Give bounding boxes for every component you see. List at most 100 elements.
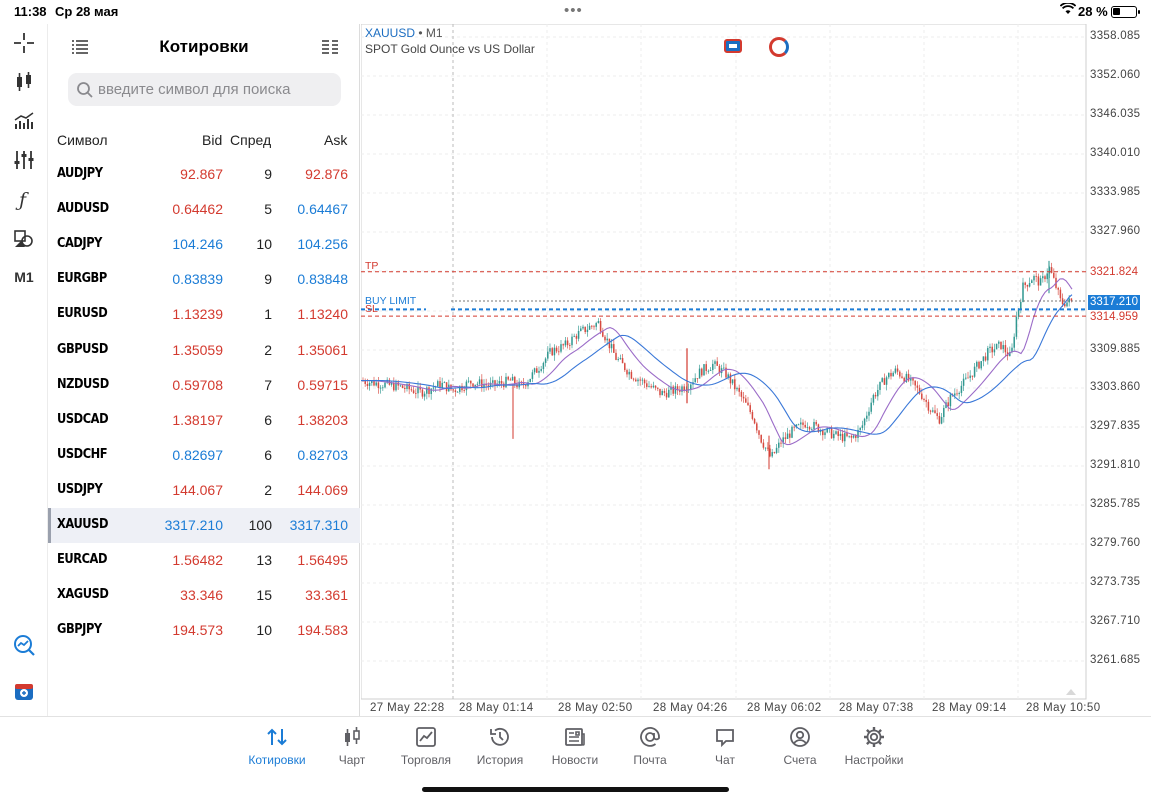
candle-body [934, 410, 936, 414]
quote-symbol: USDCHF [57, 446, 108, 462]
candle-body [987, 348, 989, 361]
candle-body [791, 426, 793, 438]
quote-row-audjpy[interactable]: AUDJPY 92.867 9 92.876 [48, 157, 360, 192]
candle-body [769, 448, 771, 457]
quote-row-usdcad[interactable]: USDCAD 1.38197 6 1.38203 [48, 403, 360, 438]
search-box[interactable] [68, 73, 341, 106]
candle-body [654, 385, 657, 388]
quote-row-usdchf[interactable]: USDCHF 0.82697 6 0.82703 [48, 438, 360, 473]
candle-body [432, 387, 435, 389]
candle-body [764, 447, 767, 449]
quote-row-audusd[interactable]: AUDUSD 0.64462 5 0.64467 [48, 192, 360, 227]
candle-body [604, 336, 606, 341]
time-tick-label: 28 May 09:14 [932, 702, 1007, 714]
quote-row-eurcad[interactable]: EURCAD 1.56482 13 1.56495 [48, 543, 360, 578]
one-click-trading-icon[interactable] [724, 39, 742, 53]
candle-body [1024, 282, 1026, 285]
search-icon [76, 81, 94, 99]
quote-symbol: CADJPY [57, 236, 103, 252]
candle-body [428, 387, 430, 395]
indicators-icon[interactable] [12, 109, 36, 133]
column-header-spread[interactable]: Спред [230, 132, 272, 148]
candle-body [712, 363, 714, 370]
search-input[interactable] [98, 77, 333, 102]
tab-chat[interactable]: Чат [685, 725, 765, 767]
quote-row-cadjpy[interactable]: CADJPY 104.246 10 104.256 [48, 227, 360, 262]
function-icon[interactable]: ƒ [12, 187, 36, 211]
tab-news[interactable]: Новости [535, 725, 615, 767]
quote-row-usdjpy[interactable]: USDJPY 144.067 2 144.069 [48, 473, 360, 508]
candle-body [476, 383, 479, 385]
quote-ask: 92.876 [305, 166, 348, 182]
tab-label: Чат [715, 753, 735, 767]
candle-body [1020, 301, 1022, 309]
ma-fast-line [361, 278, 1073, 446]
chart-canvas[interactable] [361, 24, 1151, 716]
candle-body [487, 385, 490, 387]
quote-symbol: USDJPY [57, 481, 103, 497]
candle-body [973, 366, 976, 377]
quote-row-eurgbp[interactable]: EURGBP 0.83839 9 0.83848 [48, 262, 360, 297]
time-tick-label: 28 May 02:50 [558, 702, 633, 714]
news-icon [565, 728, 585, 746]
column-header-bid[interactable]: Bid [202, 132, 223, 148]
quote-ask: 1.56495 [297, 552, 348, 569]
crosshair-icon[interactable] [12, 31, 36, 55]
candle-body [705, 364, 707, 371]
price-tick-label: 3267.710 [1090, 615, 1141, 627]
trade-chart-icon[interactable] [12, 633, 36, 657]
candle-body [894, 368, 897, 373]
quote-row-xauusd[interactable]: XAUUSD 3317.210 100 3317.310 [48, 508, 360, 543]
candle-body [912, 377, 914, 381]
time-tick-label: 27 May 22:28 [370, 702, 445, 714]
tab-history[interactable]: История [460, 725, 540, 767]
candle-body [591, 325, 593, 327]
candle-body [384, 382, 386, 388]
tab-trade[interactable]: Торговля [386, 725, 466, 767]
candle-body [870, 402, 872, 412]
column-header-ask[interactable]: Ask [324, 132, 348, 148]
price-tick-label: 3346.035 [1090, 108, 1141, 120]
quote-row-gbpjpy[interactable]: GBPJPY 194.573 10 194.583 [48, 613, 360, 648]
candle-body [498, 381, 501, 384]
candle-body [756, 423, 758, 431]
candle-body [971, 375, 974, 377]
tab-accounts[interactable]: Счета [760, 725, 840, 767]
candle-body [608, 338, 611, 349]
candle-body [643, 379, 646, 384]
quote-ask: 104.256 [297, 236, 348, 253]
objects-icon[interactable] [12, 226, 36, 250]
candle-body [826, 427, 828, 433]
price-chart[interactable]: XAUUSD • M1 SPOT Gold Ounce vs US Dollar… [361, 24, 1151, 716]
candle-body [940, 417, 943, 424]
signal-circle-icon[interactable] [769, 37, 789, 57]
candle-body [663, 390, 666, 393]
quote-symbol: XAGUSD [57, 587, 109, 603]
candle-body [650, 386, 652, 388]
tab-chart[interactable]: Чарт [312, 725, 392, 767]
tab-quotes[interactable]: Котировки [237, 725, 317, 767]
candle-body [1037, 276, 1040, 286]
tab-settings[interactable]: Настройки [834, 725, 914, 767]
list-view-icon[interactable] [70, 38, 90, 56]
settings-sliders-icon[interactable] [12, 148, 36, 172]
candle-body [639, 379, 641, 381]
candle-body [577, 330, 580, 339]
current-price-tag: 3317.210 [1088, 295, 1140, 310]
quote-row-nzdusd[interactable]: NZDUSD 0.59708 7 0.59715 [48, 368, 360, 403]
tab-mail[interactable]: Почта [610, 725, 690, 767]
quote-row-gbpusd[interactable]: GBPUSD 1.35059 2 1.35061 [48, 333, 360, 368]
candle-body [753, 418, 756, 424]
timeframe-button[interactable]: M1 [14, 269, 34, 285]
quote-bid: 1.56482 [172, 552, 223, 569]
candle-body [478, 379, 481, 384]
quote-row-eurusd[interactable]: EURUSD 1.13239 1 1.13240 [48, 297, 360, 332]
edit-list-icon[interactable] [320, 38, 340, 56]
candle-body [833, 433, 835, 439]
column-header-symbol[interactable]: Символ [57, 132, 108, 148]
quote-row-xagusd[interactable]: XAGUSD 33.346 15 33.361 [48, 578, 360, 613]
multitasking-dots-icon[interactable]: ••• [564, 2, 583, 19]
candlestick-icon[interactable] [12, 70, 36, 94]
add-chart-icon[interactable] [12, 680, 36, 704]
candle-body [630, 371, 633, 379]
